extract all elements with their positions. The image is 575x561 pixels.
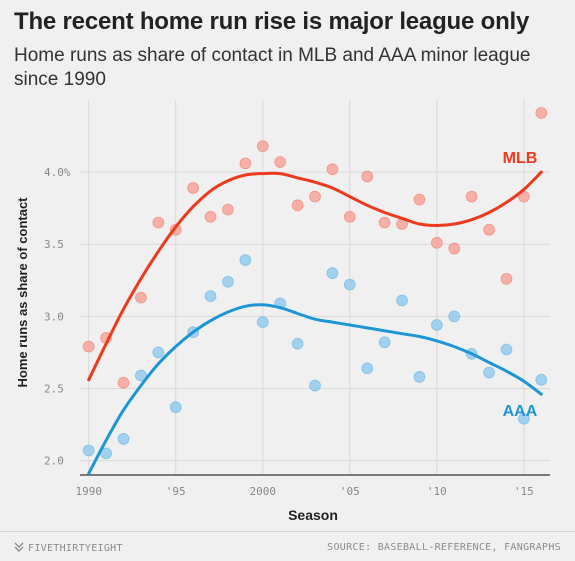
mlb-data-point <box>535 107 548 119</box>
mlb-data-point <box>204 210 217 223</box>
dots-layer <box>82 107 548 460</box>
y-tick-label: 2.5 <box>44 382 64 395</box>
aaa-data-point <box>152 346 165 359</box>
x-tick-label: 1990 <box>75 485 102 498</box>
x-axis-title: Season <box>288 507 338 523</box>
mlb-data-point <box>135 291 147 304</box>
trend-layer <box>87 170 543 476</box>
chart-subtitle: Home runs as share of contact in MLB and… <box>14 45 531 90</box>
label-layer: Season Home runs as share of contact MLB AA… <box>15 150 538 523</box>
y-tick-label: 3.0 <box>44 310 64 323</box>
x-tick-label: '95 <box>166 485 186 498</box>
mlb-data-point <box>413 193 426 206</box>
aaa-data-point <box>291 337 304 350</box>
mlb-data-point <box>378 216 391 229</box>
aaa-data-point <box>500 343 513 356</box>
aaa-data-point <box>361 362 374 375</box>
aaa-data-point <box>169 401 182 414</box>
aaa-data-point <box>204 290 217 303</box>
aaa-data-point <box>117 433 130 445</box>
aaa-data-point <box>448 310 461 323</box>
aaa-data-point <box>343 278 356 291</box>
aaa-series-label: AAA <box>503 403 538 420</box>
fivethirtyeight-logo-icon <box>14 542 24 552</box>
source-credit: SOURCE: BASEBALL-REFERENCE, FANGRAPHS <box>327 542 561 553</box>
y-tick-label: 2.0 <box>44 455 64 468</box>
aaa-data-point <box>239 254 252 266</box>
aaa-data-point <box>535 373 548 386</box>
mlb-data-point <box>82 340 95 353</box>
mlb-series-label: MLB <box>503 150 538 167</box>
aaa-data-point <box>326 267 339 279</box>
mlb-data-point <box>361 170 374 183</box>
mlb-trend-line <box>87 170 543 382</box>
y-tick-label: 4.0% <box>44 166 71 179</box>
x-tick-label: '10 <box>427 485 447 498</box>
aaa-trend-line <box>87 303 543 476</box>
x-tick-label: '05 <box>340 485 360 498</box>
y-axis-title: Home runs as share of contact <box>15 197 30 388</box>
aaa-data-point <box>483 366 495 379</box>
aaa-data-point <box>309 379 321 392</box>
mlb-data-point <box>222 203 234 216</box>
x-tick-label: '15 <box>514 485 534 498</box>
x-tick-label: 2000 <box>250 485 277 498</box>
aaa-data-point <box>256 316 269 329</box>
mlb-data-point <box>239 157 252 170</box>
aaa-data-point <box>222 275 234 288</box>
chart-title: The recent home run rise is major league… <box>14 8 530 35</box>
aaa-data-point <box>135 369 147 382</box>
aaa-data-point <box>430 319 443 331</box>
mlb-data-point <box>152 216 165 229</box>
aaa-data-point <box>82 444 95 457</box>
brand-name: FIVETHIRTYEIGHT <box>28 543 123 554</box>
mlb-data-point <box>117 376 130 389</box>
aaa-data-point <box>378 336 391 349</box>
mlb-data-point <box>430 236 443 249</box>
mlb-data-point <box>256 140 269 153</box>
mlb-data-point <box>309 190 321 203</box>
grid-layer: 1990 '95 2000 '05 '10 '15 2.0 2.5 3.0 3.5 4.0% <box>44 100 550 498</box>
mlb-data-point <box>448 242 461 255</box>
mlb-data-point <box>343 210 356 223</box>
mlb-data-point <box>274 156 287 168</box>
aaa-data-point <box>413 371 426 383</box>
mlb-data-point <box>500 272 513 285</box>
mlb-data-point <box>291 199 304 212</box>
y-tick-label: 3.5 <box>44 238 64 251</box>
aaa-data-point <box>396 294 408 307</box>
aaa-data-point <box>517 412 530 425</box>
mlb-data-point <box>187 182 200 194</box>
mlb-data-point <box>326 163 339 176</box>
brand-credit: FIVETHIRTYEIGHT <box>14 542 123 554</box>
mlb-data-point <box>465 190 478 203</box>
mlb-data-point <box>483 223 495 236</box>
footer-divider <box>0 531 575 532</box>
